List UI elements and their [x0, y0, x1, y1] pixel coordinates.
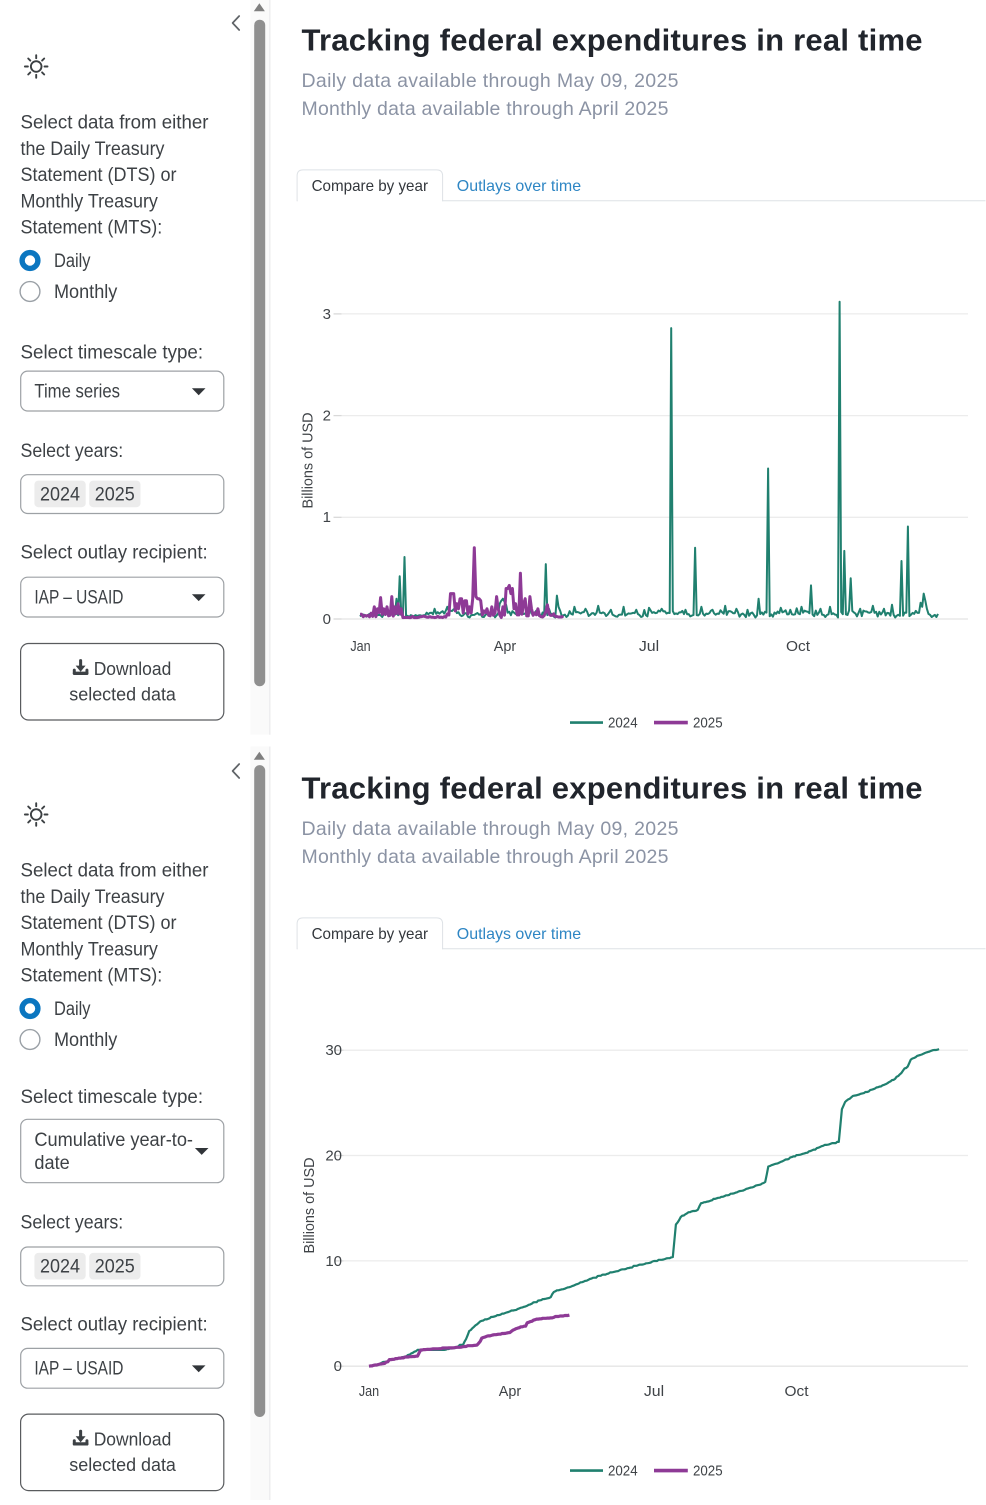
svg-text:IAP – USAID: IAP – USAID [34, 1359, 123, 1380]
svg-text:3: 3 [323, 306, 331, 323]
svg-text:1: 1 [323, 509, 331, 526]
svg-text:Outlays over time: Outlays over time [457, 926, 581, 943]
svg-text:Jul: Jul [639, 639, 659, 655]
svg-text:Apr: Apr [494, 639, 517, 655]
svg-text:10: 10 [325, 1253, 342, 1270]
svg-text:IAP – USAID: IAP – USAID [34, 588, 123, 609]
svg-text:selected data: selected data [69, 684, 176, 705]
svg-text:Tracking federal expenditures: Tracking federal expenditures in real ti… [302, 771, 923, 806]
svg-text:Select data from either: Select data from either [21, 113, 210, 134]
svg-text:Statement (MTS):: Statement (MTS): [21, 966, 163, 987]
svg-text:Oct: Oct [785, 1384, 809, 1400]
svg-text:Jan: Jan [350, 639, 370, 655]
svg-text:2024: 2024 [608, 716, 638, 732]
svg-text:Outlays over time: Outlays over time [457, 178, 581, 195]
svg-text:the Daily Treasury: the Daily Treasury [21, 887, 165, 908]
svg-text:Compare by year: Compare by year [312, 926, 429, 943]
svg-text:2025: 2025 [95, 1257, 135, 1278]
svg-text:2024: 2024 [608, 1464, 638, 1480]
svg-text:Daily data available through M: Daily data available through May 09, 202… [302, 70, 679, 92]
svg-text:Select timescale type:: Select timescale type: [21, 343, 204, 364]
svg-text:Statement (DTS) or: Statement (DTS) or [21, 913, 178, 934]
svg-text:Billions of USD: Billions of USD [300, 412, 317, 508]
svg-text:Daily data available through M: Daily data available through May 09, 202… [302, 818, 679, 840]
svg-text:Select years:: Select years: [21, 1212, 124, 1233]
svg-text:selected data: selected data [69, 1454, 176, 1475]
svg-text:date: date [34, 1153, 69, 1174]
svg-text:0: 0 [323, 611, 331, 628]
svg-text:2025: 2025 [693, 716, 723, 732]
svg-text:Select data from either: Select data from either [21, 861, 210, 882]
svg-text:Download: Download [94, 1429, 172, 1450]
svg-text:the Daily Treasury: the Daily Treasury [21, 139, 165, 160]
svg-text:Statement (DTS) or: Statement (DTS) or [21, 165, 178, 186]
svg-text:Monthly Treasury: Monthly Treasury [21, 191, 159, 212]
svg-text:Monthly data available through: Monthly data available through April 202… [302, 98, 669, 120]
svg-text:2024: 2024 [40, 1257, 80, 1278]
svg-text:Daily: Daily [54, 999, 91, 1020]
svg-text:Jul: Jul [644, 1384, 664, 1400]
svg-text:Select timescale type:: Select timescale type: [21, 1087, 204, 1108]
svg-text:Cumulative year-to-: Cumulative year-to- [34, 1130, 193, 1151]
svg-text:Select outlay recipient:: Select outlay recipient: [21, 1315, 208, 1336]
svg-text:Select years:: Select years: [21, 441, 124, 462]
svg-text:Monthly: Monthly [54, 1030, 118, 1051]
svg-text:Select outlay recipient:: Select outlay recipient: [21, 543, 208, 564]
svg-text:Oct: Oct [786, 639, 810, 655]
svg-text:Apr: Apr [499, 1384, 522, 1400]
svg-text:20: 20 [325, 1147, 342, 1164]
svg-text:2025: 2025 [693, 1464, 723, 1480]
svg-text:Monthly data available through: Monthly data available through April 202… [302, 846, 669, 868]
svg-text:0: 0 [334, 1358, 342, 1375]
svg-text:Daily: Daily [54, 251, 91, 272]
svg-text:Tracking federal expenditures: Tracking federal expenditures in real ti… [302, 23, 923, 58]
svg-text:Compare by year: Compare by year [312, 178, 429, 195]
svg-text:Statement (MTS):: Statement (MTS): [21, 218, 163, 239]
svg-text:30: 30 [325, 1042, 342, 1059]
svg-text:Billions of USD: Billions of USD [301, 1157, 318, 1253]
svg-text:Jan: Jan [359, 1384, 379, 1400]
svg-text:2025: 2025 [95, 484, 135, 505]
svg-text:Monthly Treasury: Monthly Treasury [21, 939, 159, 960]
svg-text:2024: 2024 [40, 484, 80, 505]
svg-text:Download: Download [94, 658, 172, 679]
svg-text:Time series: Time series [34, 381, 120, 402]
svg-text:Monthly: Monthly [54, 282, 118, 303]
svg-text:2: 2 [323, 408, 331, 425]
